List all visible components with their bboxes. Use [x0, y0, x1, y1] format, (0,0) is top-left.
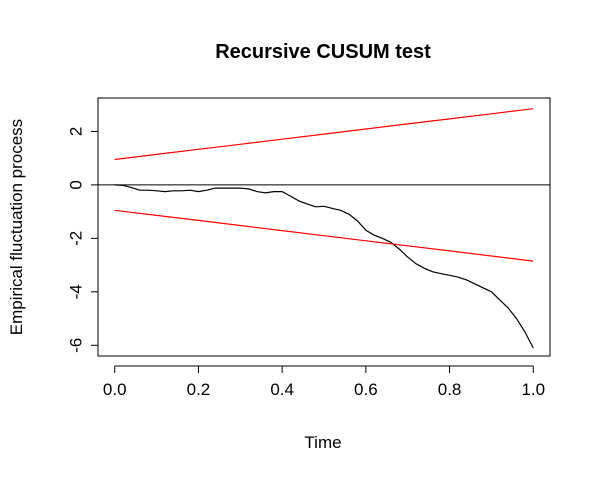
series-line-0 — [114, 184, 534, 349]
x-tick-label: 0.4 — [270, 380, 294, 399]
x-tick-label: 0.8 — [438, 380, 462, 399]
y-tick-label: 2 — [67, 127, 86, 136]
plot-frame — [97, 97, 551, 357]
x-tick-label: 0.6 — [354, 380, 378, 399]
y-tick-label: -4 — [67, 284, 86, 299]
plot-layer — [98, 108, 550, 349]
x-tick-label: 0.2 — [187, 380, 211, 399]
y-tick-label: 0 — [67, 180, 86, 189]
series-line-2 — [114, 209, 534, 262]
x-axis: 0.0 0.2 0.4 0.6 0.8 1.0 — [103, 365, 545, 399]
x-tick-label: 1.0 — [521, 380, 545, 399]
series-line-1 — [114, 108, 534, 161]
y-tick-label: -6 — [67, 338, 86, 353]
chart-title: Recursive CUSUM test — [215, 41, 431, 63]
y-axis-label: Empirical fluctuation process — [7, 119, 26, 335]
y-axis: -6 -4 -2 0 2 — [67, 127, 99, 353]
x-tick-label: 0.0 — [103, 380, 127, 399]
y-tick-label: -2 — [67, 231, 86, 246]
x-axis-label: Time — [304, 433, 341, 452]
